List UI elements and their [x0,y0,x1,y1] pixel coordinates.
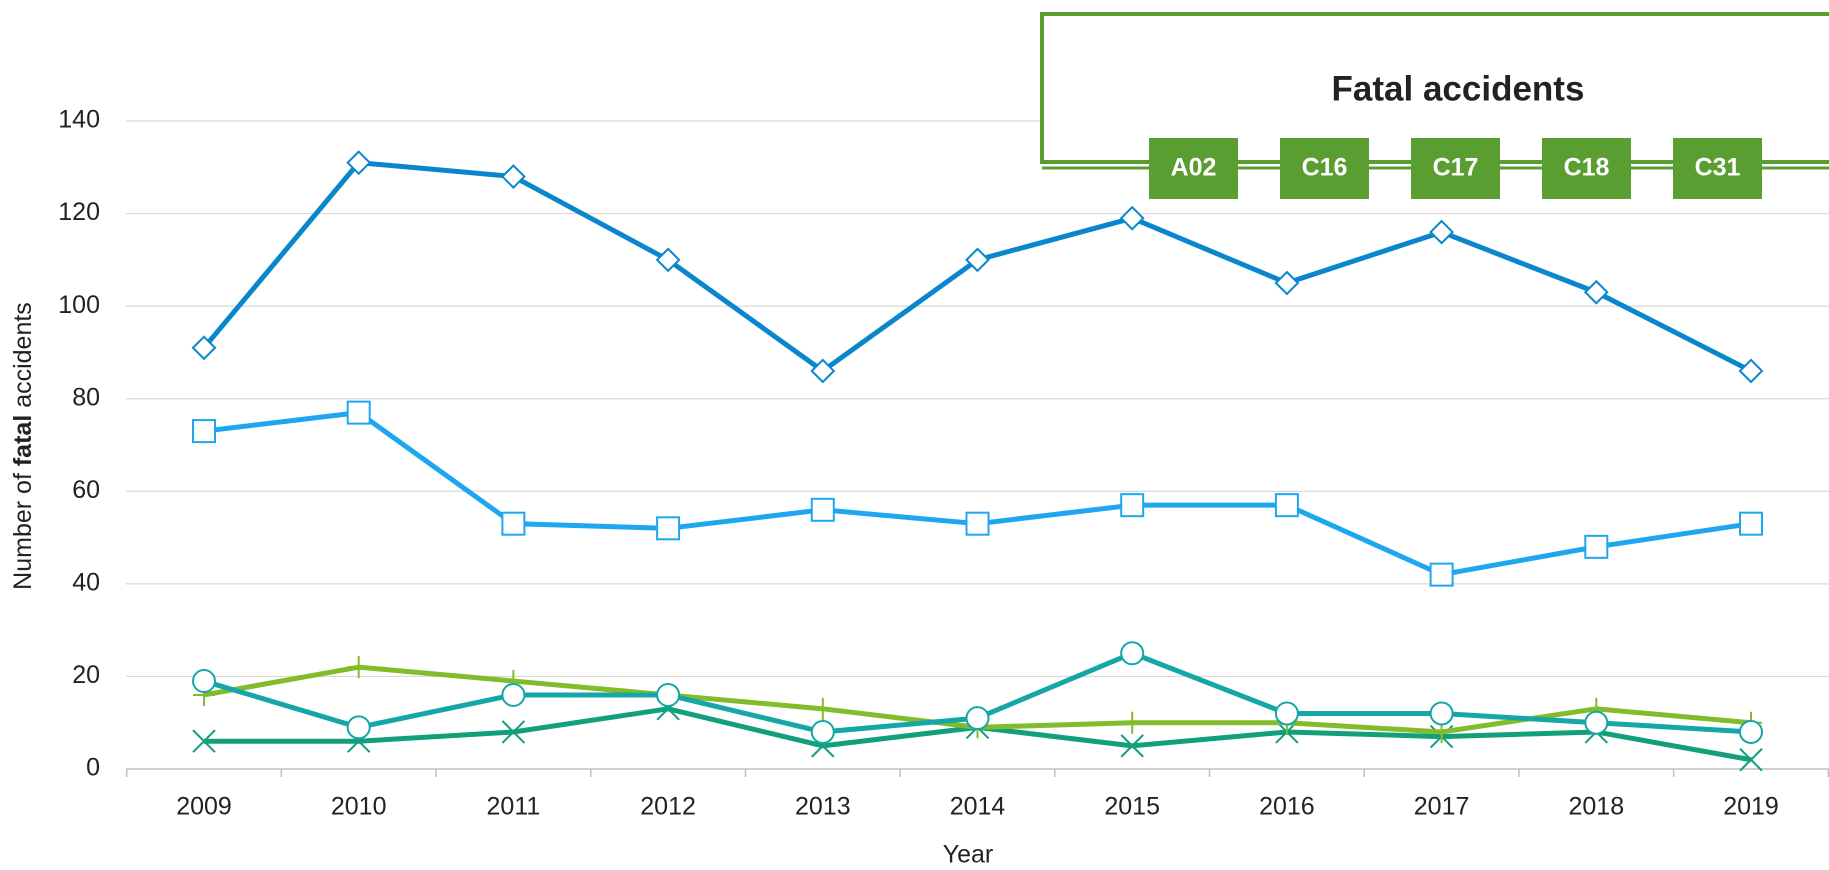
legend-item-box [1280,138,1369,199]
y-tick-label: 100 [58,291,100,319]
x-axis-label: Year [943,841,994,869]
marker [1738,358,1764,384]
marker [1120,734,1144,758]
legend-item: A02 [1171,154,1217,182]
x-tick-label: 2019 [1723,793,1779,821]
x-tick-label: 2015 [1104,793,1160,821]
marker [501,511,526,536]
marker [1274,270,1300,296]
marker [1739,748,1763,772]
marker [1584,534,1609,559]
marker [191,335,217,361]
marker [965,247,990,273]
legend-item: C16 [1302,154,1348,182]
marker [501,682,526,707]
y-tick-label: 80 [72,383,100,411]
y-tick-label: 40 [72,568,100,596]
marker [1121,711,1144,734]
y-tick-label: 20 [72,661,100,689]
marker [810,497,835,522]
y-label-part: accidents [9,302,37,415]
marker [656,682,681,707]
y-tick-label: 120 [58,198,100,226]
x-tick-label: 2011 [487,793,541,821]
marker [346,715,371,740]
legend: Fatal accidents A02 C16 C17 C18 C31 [1040,12,1829,199]
marker [192,419,216,444]
y-tick-label: 60 [72,476,100,504]
marker [1739,511,1763,536]
marker [1120,493,1145,518]
x-tick-label: 2017 [1414,793,1470,821]
x-tick-label: 2018 [1568,793,1624,821]
y-tick-label: 0 [86,754,100,782]
marker [1429,701,1454,726]
x-tick-label: 2012 [640,793,696,821]
legend-item-box [1149,138,1238,199]
marker [1274,493,1299,518]
marker [965,511,990,536]
marker [965,706,990,731]
legend-item-box [1411,138,1500,199]
marker [656,516,681,541]
marker [1739,719,1763,744]
marker [810,719,835,744]
x-tick-label: 2014 [950,793,1006,821]
series-line [203,410,1752,578]
y-label-part: fatal [9,415,37,466]
legend-box [1040,12,1829,164]
marker [500,164,526,189]
y-axis-label: Number of fatal accidents [9,302,37,590]
marker [1120,641,1145,666]
marker [1274,701,1299,726]
marker [1429,562,1454,587]
marker [347,656,370,679]
y-label-part: Number of [9,466,37,590]
marker [346,400,371,425]
marker [1583,279,1609,305]
y-tick-label: 140 [58,106,100,134]
marker [501,720,526,744]
x-tick-label: 2009 [176,793,232,821]
marker [192,729,216,753]
marker [1429,219,1455,245]
marker [810,358,836,384]
x-tick-label: 2016 [1259,793,1315,821]
x-tick-label: 2010 [331,793,387,821]
marker [192,669,216,694]
marker [1119,205,1145,231]
legend-item: C17 [1433,154,1479,182]
x-tick-label: 2013 [795,793,851,821]
legend-item-box [1673,138,1762,199]
marker [1584,710,1609,735]
marker [346,150,372,176]
marker [811,697,834,720]
legend-item-box [1542,138,1631,199]
legend-item: C31 [1695,154,1741,182]
legend-item: C18 [1564,154,1610,182]
legend-title: Fatal accidents [1332,69,1585,108]
marker [655,247,681,273]
